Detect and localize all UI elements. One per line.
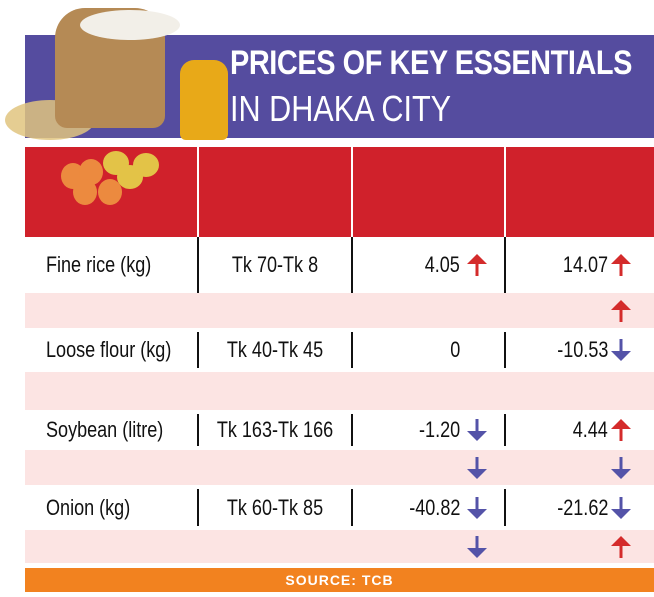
price-range: Tk 70-Tk 8 <box>231 252 319 277</box>
arrow-up-icon <box>611 299 631 322</box>
arrow-up-icon <box>611 535 631 558</box>
table-row-stripe <box>25 450 654 485</box>
arrow-down-icon <box>611 496 631 519</box>
header-cell-change2 <box>506 147 654 237</box>
header-cell-price <box>199 147 351 237</box>
change-value-2: 14.07 <box>562 252 608 277</box>
column-divider <box>351 237 353 293</box>
item-name: Onion (kg) <box>46 494 131 520</box>
arrow-up-icon <box>611 254 631 276</box>
change-value-2: -10.53 <box>556 337 608 362</box>
column-divider <box>504 489 506 526</box>
title-line2: IN DHAKA CITY <box>230 88 452 129</box>
price-range: Tk 60-Tk 85 <box>226 494 324 520</box>
column-divider <box>197 414 199 446</box>
title-line1: PRICES OF KEY ESSENTIALS <box>230 44 632 82</box>
column-divider <box>197 237 199 293</box>
potato-image <box>133 153 159 177</box>
column-divider <box>351 332 353 368</box>
column-divider <box>504 237 506 293</box>
column-divider <box>504 332 506 368</box>
column-divider <box>351 489 353 526</box>
item-name: Soybean (litre) <box>46 417 164 442</box>
arrow-down-icon <box>611 456 631 479</box>
arrow-up-icon <box>611 419 631 441</box>
price-range: Tk 40-Tk 45 <box>226 337 324 362</box>
change-value-2: -21.62 <box>556 494 608 520</box>
price-range: Tk 163-Tk 166 <box>216 417 334 442</box>
arrow-down-icon <box>467 419 487 441</box>
table-row-stripe <box>25 372 654 410</box>
source-bar: SOURCE: TCB <box>25 568 654 592</box>
oil-bottle-image <box>180 60 228 140</box>
change-value-1: -1.20 <box>418 417 460 442</box>
table-row-stripe <box>25 530 654 563</box>
rice-image <box>80 10 180 40</box>
column-divider <box>197 332 199 368</box>
header-cell-item <box>25 147 197 237</box>
column-divider <box>351 414 353 446</box>
table-row-stripe <box>25 293 654 328</box>
change-value-1: 4.05 <box>424 252 460 277</box>
column-divider <box>197 489 199 526</box>
arrow-down-icon <box>611 339 631 361</box>
header-cell-change1 <box>353 147 504 237</box>
arrow-up-icon <box>467 254 487 276</box>
item-name: Fine rice (kg) <box>46 252 152 277</box>
arrow-down-icon <box>467 496 487 519</box>
arrow-down-icon <box>467 535 487 558</box>
arrow-down-icon <box>467 456 487 479</box>
egg-image <box>98 179 122 205</box>
item-name: Loose flour (kg) <box>46 337 172 362</box>
change-value-1: 0 <box>449 337 460 362</box>
egg-image <box>73 179 97 205</box>
change-value-2: 4.44 <box>572 417 608 442</box>
change-value-1: -40.82 <box>408 494 460 520</box>
column-divider <box>504 414 506 446</box>
